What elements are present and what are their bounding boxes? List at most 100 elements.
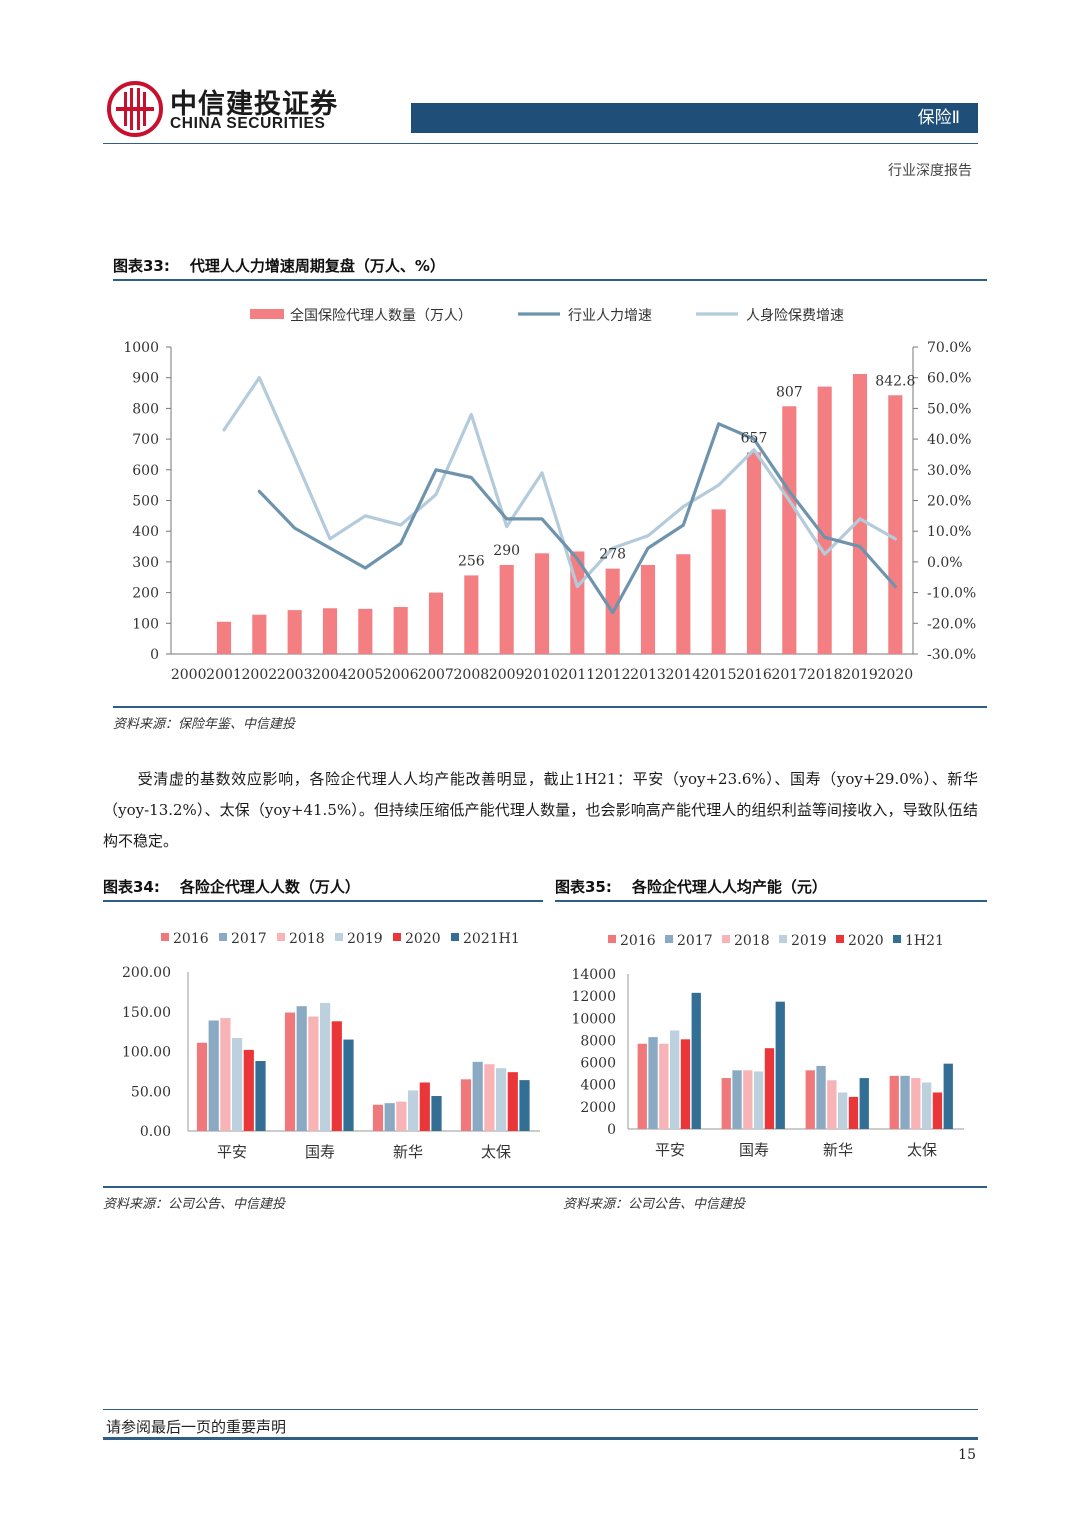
x-tick-label: 2020 — [878, 667, 914, 683]
y-left-tick-label: 900 — [132, 371, 159, 387]
bar — [754, 1071, 764, 1129]
x-tick-label: 2014 — [666, 667, 702, 683]
y-left-tick-label: 1000 — [123, 340, 159, 356]
y-left-tick-label: 500 — [132, 494, 159, 510]
bar — [838, 1092, 848, 1129]
bar — [889, 1075, 899, 1129]
bar-data-label: 290 — [493, 543, 520, 559]
bar — [670, 1030, 680, 1129]
bar — [764, 1048, 775, 1129]
agent-count-bar — [640, 564, 656, 654]
x-tick-label: 平安 — [655, 1141, 685, 1159]
figure33-source: 资料来源：保险年鉴、中信建投 — [113, 717, 296, 732]
agent-count-bar — [464, 575, 479, 654]
agent-count-bar — [358, 608, 373, 654]
agent-count-bar — [428, 592, 444, 654]
bar — [208, 1020, 219, 1131]
bar — [932, 1092, 943, 1129]
legend-label: 2021H1 — [463, 931, 520, 947]
bar — [859, 1078, 869, 1129]
agent-count-bar — [216, 621, 232, 654]
agent-count-bar — [888, 395, 903, 654]
y-tick-label: 0 — [607, 1122, 616, 1138]
x-tick-label: 国寿 — [305, 1143, 335, 1161]
y-tick-label: 8000 — [580, 1033, 616, 1049]
legend-label: 2017 — [677, 933, 713, 949]
y-tick-label: 4000 — [580, 1078, 616, 1094]
y-left-tick-label: 200 — [132, 586, 159, 602]
legend-swatch — [335, 933, 343, 941]
legend-label: 2018 — [289, 931, 325, 947]
y-left-tick-label: 100 — [132, 616, 159, 632]
legend-swatch — [779, 935, 787, 943]
bar — [816, 1065, 826, 1129]
bar — [255, 1061, 266, 1131]
x-tick-label: 2008 — [454, 667, 490, 683]
agent-count-bar — [676, 554, 691, 654]
bar — [659, 1043, 669, 1129]
y-right-tick-label: 10.0% — [927, 524, 971, 540]
bar — [637, 1043, 647, 1129]
bar — [372, 1104, 384, 1131]
header-rule — [103, 143, 978, 144]
industry-manpower-growth-line — [257, 422, 897, 615]
agent-count-bar — [322, 608, 338, 654]
bar — [343, 1039, 354, 1131]
agent-count-bar — [782, 406, 797, 654]
y-tick-label: 12000 — [571, 989, 616, 1005]
bar — [484, 1064, 495, 1131]
y-tick-label: 2000 — [580, 1100, 616, 1116]
legend-label: 2018 — [734, 933, 770, 949]
figure34-axes: 0.00 50.00 100.00 150.00 200.00 平安 国寿 新华 太保 — [122, 965, 540, 1161]
agent-count-bar — [287, 610, 302, 654]
figure34-top-rule — [103, 900, 543, 902]
y-tick-label: 100.00 — [122, 1045, 171, 1061]
bar — [472, 1061, 483, 1131]
x-tick-label: 2005 — [348, 667, 384, 683]
figures-bottom-rule — [103, 1186, 987, 1188]
legend-label: 行业人力增速 — [568, 308, 652, 324]
legend-swatch — [219, 933, 227, 941]
bar-data-label: 278 — [599, 547, 626, 563]
figure33-legend: 全国保险代理人数量（万人） 行业人力增速 人身险保费增速 — [250, 307, 844, 324]
footer-rule-thin — [103, 1409, 978, 1410]
sector-header-bar: 保险Ⅱ — [411, 103, 978, 133]
y-left-tick-label: 800 — [132, 401, 159, 417]
bar — [900, 1075, 910, 1129]
legend-swatch — [893, 935, 901, 943]
company-logo: 中信建投证券 CHINA SECURITIES — [106, 80, 346, 140]
x-tick-label: 2002 — [242, 667, 278, 683]
figure35-bars — [637, 992, 953, 1129]
agent-count-bar — [252, 614, 267, 654]
footer-rule-thick — [103, 1437, 978, 1440]
legend-swatch — [608, 935, 616, 943]
body-paragraph: 受清虚的基数效应影响，各险企代理人人均产能改善明显，截止1H21：平安（yoy+… — [103, 764, 978, 857]
x-tick-label: 2016 — [736, 667, 772, 683]
x-tick-label: 2015 — [701, 667, 737, 683]
y-left-tick-label: 700 — [132, 432, 159, 448]
agent-count-bar — [499, 564, 514, 654]
legend-swatch — [722, 935, 730, 943]
figure35-legend: 2016 2017 2018 2019 2020 1H21 — [608, 933, 944, 949]
legend-label: 2016 — [173, 931, 209, 947]
figure33-lines — [222, 376, 897, 615]
bar — [743, 1070, 753, 1129]
figure33-caption: 代理人人力增速周期复盘（万人、%） — [189, 257, 445, 275]
bar — [827, 1080, 837, 1129]
x-tick-label: 2007 — [418, 667, 454, 683]
y-tick-label: 6000 — [580, 1056, 616, 1072]
legend-swatch — [277, 933, 285, 941]
y-right-tick-label: -10.0% — [927, 586, 976, 602]
bar — [384, 1103, 395, 1131]
figure33-bars — [216, 374, 903, 654]
figure33-data-labels: 256 290 278 657 807 842.8 — [458, 373, 915, 569]
bar — [320, 1003, 331, 1131]
legend-label: 人身险保费增速 — [746, 308, 844, 324]
bar — [232, 1037, 243, 1131]
legend-swatch — [161, 933, 169, 941]
x-tick-label: 2004 — [312, 667, 348, 683]
bar — [922, 1082, 932, 1129]
bar-data-label: 842.8 — [875, 373, 915, 389]
agent-count-bar — [711, 509, 726, 654]
x-tick-label: 2012 — [595, 667, 631, 683]
